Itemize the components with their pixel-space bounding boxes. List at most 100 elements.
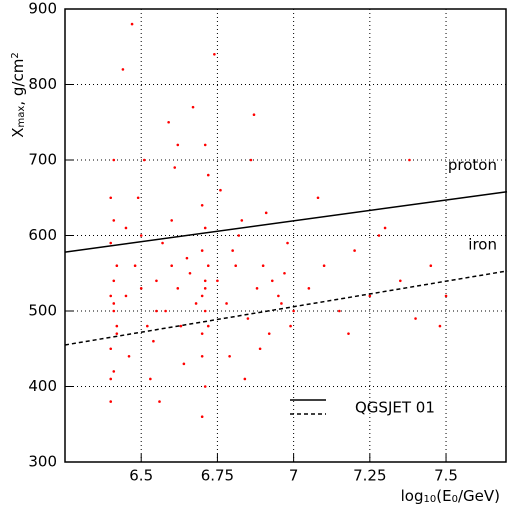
point <box>112 309 116 313</box>
point <box>206 264 210 268</box>
point <box>115 324 119 328</box>
point <box>112 279 116 283</box>
point <box>158 400 161 403</box>
point <box>234 264 238 268</box>
point <box>213 53 216 56</box>
plot-frame <box>64 8 507 463</box>
y-tick-label: 300 <box>28 453 57 471</box>
model-line <box>64 190 508 253</box>
point <box>270 279 274 283</box>
point <box>283 271 286 275</box>
point <box>292 309 295 313</box>
point <box>173 166 177 169</box>
point <box>161 241 164 245</box>
point <box>203 143 207 147</box>
point <box>130 22 134 26</box>
x-tick-label: 6.75 <box>201 467 234 485</box>
point <box>280 302 283 305</box>
point <box>139 234 143 237</box>
y-tick-label: 700 <box>28 151 57 169</box>
point <box>203 279 207 283</box>
point <box>185 256 189 260</box>
point <box>200 332 204 335</box>
point <box>237 234 241 237</box>
point <box>112 302 116 305</box>
point <box>438 324 442 328</box>
point <box>399 279 402 283</box>
point <box>206 324 210 328</box>
point <box>109 347 113 351</box>
point <box>115 332 119 335</box>
point <box>414 317 417 320</box>
legend-label: QGSJET 01 <box>355 399 435 417</box>
point <box>255 287 259 290</box>
point <box>155 279 158 283</box>
point <box>429 264 433 268</box>
point <box>112 219 116 222</box>
point <box>322 264 326 268</box>
point <box>368 294 372 298</box>
point <box>194 302 198 305</box>
y-tick-label: 800 <box>28 75 57 93</box>
point <box>444 294 448 298</box>
point <box>109 294 113 298</box>
point <box>167 120 170 124</box>
point <box>127 355 131 358</box>
label-part: , g/cm <box>9 59 27 106</box>
point <box>347 332 350 335</box>
y-tick-label: 600 <box>28 226 57 244</box>
label-part: 2 <box>10 52 21 58</box>
model-line <box>64 270 508 346</box>
label-part: X <box>9 127 27 137</box>
point <box>240 219 244 222</box>
label-part: log <box>401 487 424 505</box>
point <box>164 309 167 313</box>
point <box>170 264 173 268</box>
point <box>124 226 128 230</box>
point <box>146 324 149 328</box>
x-axis-label: log10(E0/GeV) <box>401 487 500 505</box>
point <box>261 264 265 268</box>
y-tick-label: 500 <box>28 302 57 320</box>
point <box>264 211 268 215</box>
x-tick-label: 7 <box>289 467 299 485</box>
point <box>219 188 222 192</box>
point <box>249 158 253 162</box>
point <box>203 385 207 388</box>
point <box>289 324 292 328</box>
point <box>383 226 387 230</box>
x-tick-label: 6.5 <box>129 467 153 485</box>
y-axis-label: Xmax, g/cm2 <box>9 52 27 137</box>
point <box>246 317 250 320</box>
point <box>179 324 183 328</box>
point <box>216 279 219 283</box>
point <box>200 294 204 298</box>
label-part: /GeV) <box>458 487 500 505</box>
y-tick-label: 900 <box>28 0 57 18</box>
point <box>277 294 280 298</box>
point <box>203 309 207 313</box>
point <box>200 204 204 207</box>
point <box>109 400 113 403</box>
x-tick-label: 7.5 <box>434 467 458 485</box>
point <box>200 415 204 419</box>
point <box>353 249 356 252</box>
point <box>267 332 271 335</box>
point <box>112 158 116 162</box>
point <box>109 241 113 245</box>
point <box>115 264 119 268</box>
label-part: 0 <box>452 494 458 505</box>
line-label: proton <box>448 156 497 174</box>
point <box>112 370 116 373</box>
point <box>191 105 195 109</box>
point <box>124 294 128 298</box>
point <box>188 271 192 275</box>
point <box>109 196 113 200</box>
label-part: 10 <box>424 494 437 505</box>
point <box>170 219 173 222</box>
point <box>200 249 204 252</box>
point <box>176 143 180 147</box>
point <box>307 287 311 290</box>
point <box>109 377 113 381</box>
